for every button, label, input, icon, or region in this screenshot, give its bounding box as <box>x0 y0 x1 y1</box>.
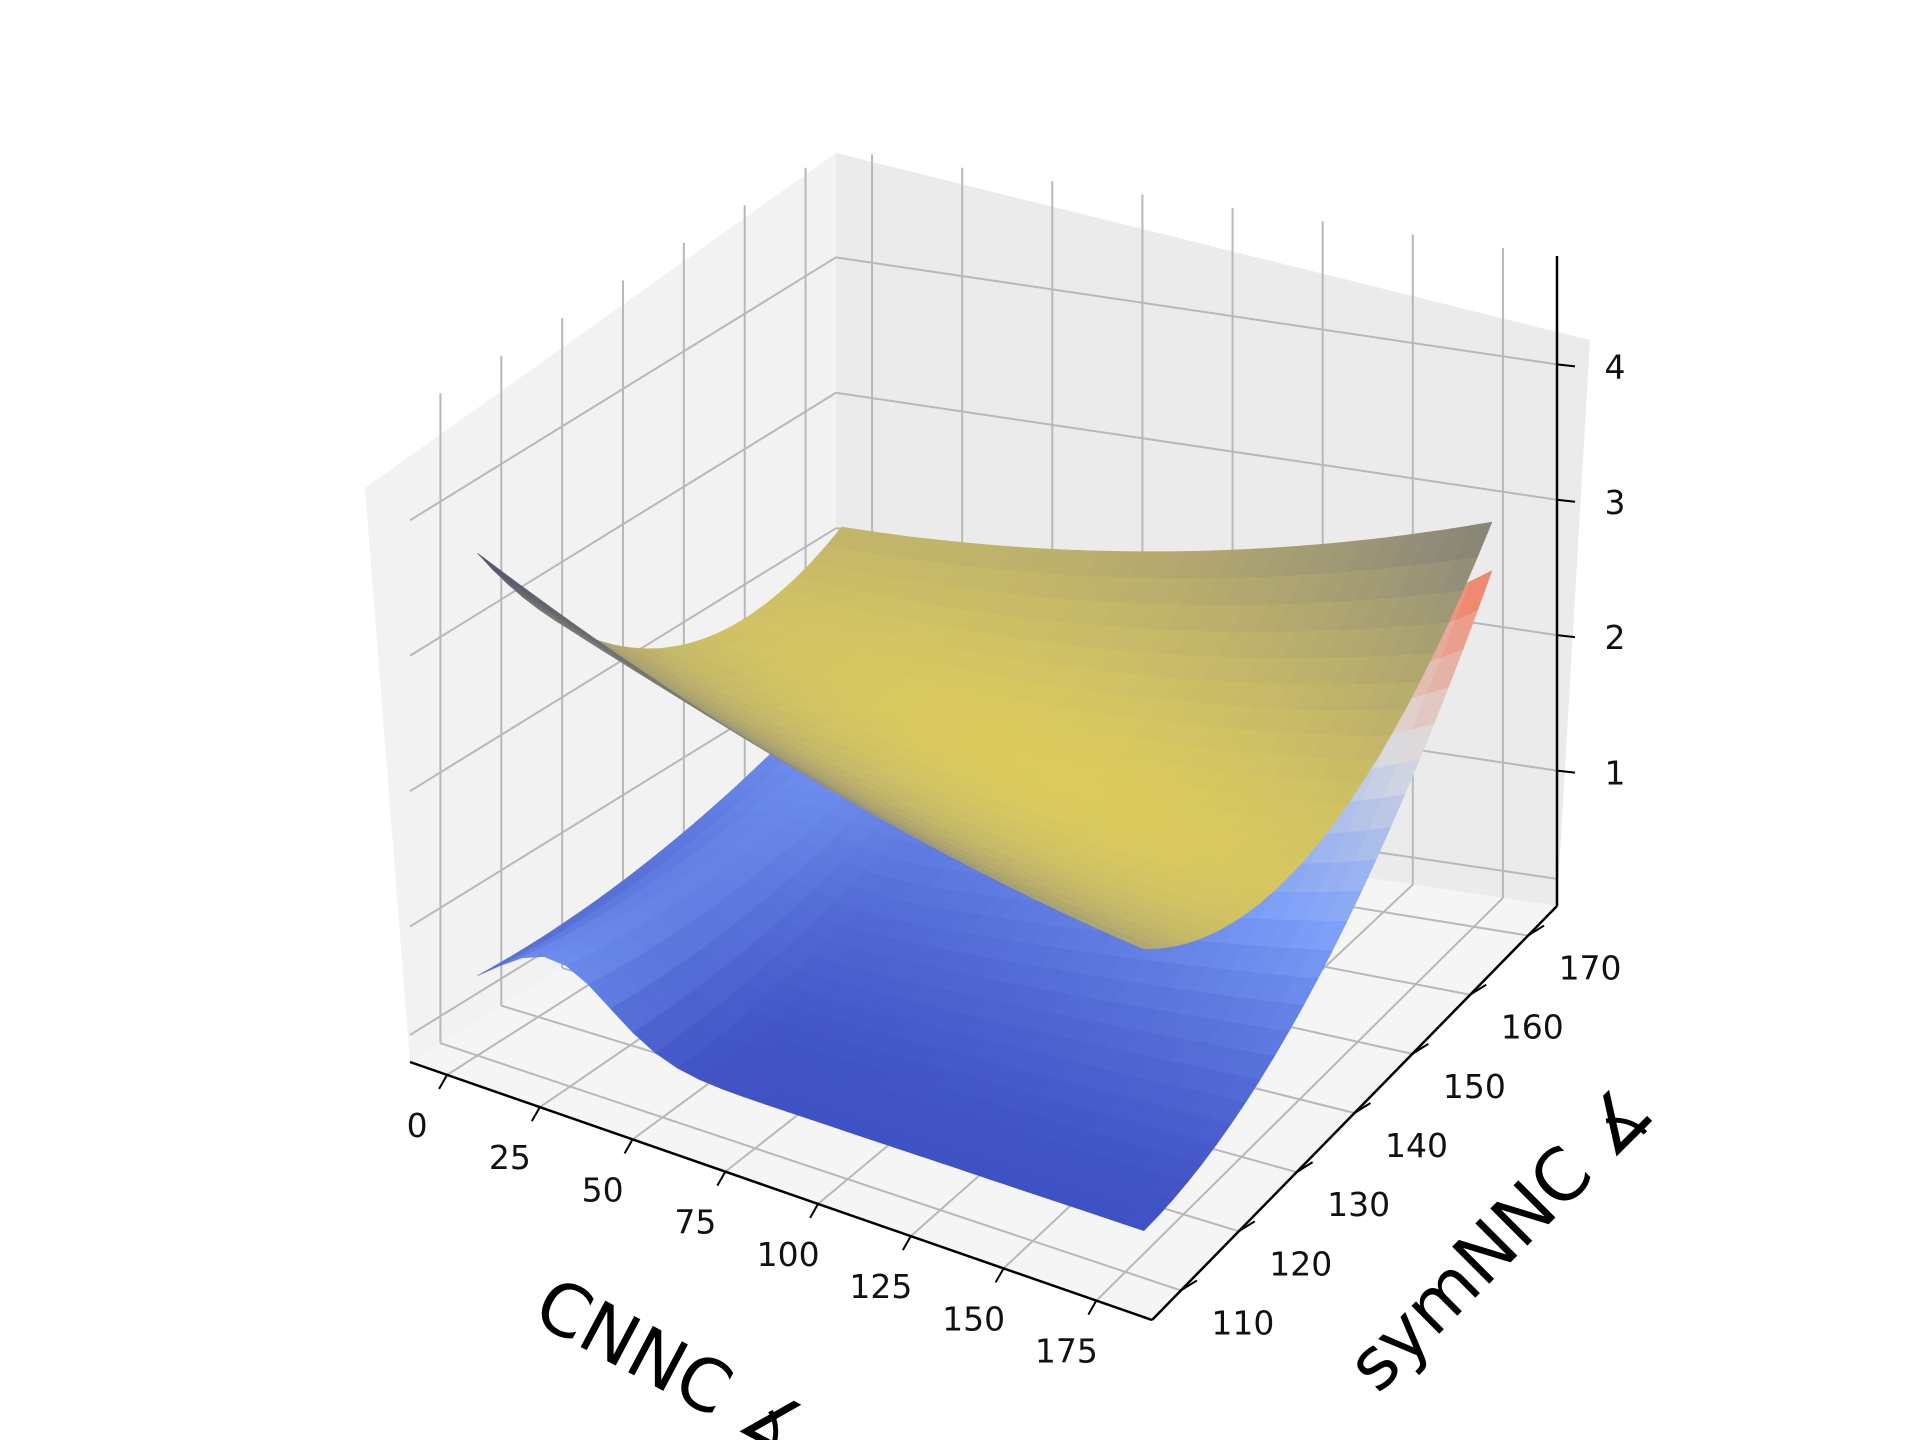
x-tick-label: 150 <box>942 1299 1005 1338</box>
x-tick-mark <box>994 1267 1005 1283</box>
x-tick-label: 50 <box>582 1170 624 1209</box>
x-tick-label: 175 <box>1035 1332 1098 1371</box>
surface-high-facet <box>1121 938 1159 950</box>
y-tick-mark <box>1469 983 1487 996</box>
x-tick-label: 75 <box>674 1203 716 1242</box>
y-tick-mark <box>1238 1220 1256 1233</box>
x-axis-label: CNNC ∡ <box>522 1261 823 1440</box>
x-tick-mark <box>530 1106 541 1122</box>
y-tick-mark <box>1296 1161 1314 1173</box>
z-tick-mark <box>1556 498 1576 503</box>
grid-line-z-left <box>409 256 837 522</box>
x-tick-label: 125 <box>849 1267 912 1306</box>
y-tick-mark <box>1180 1279 1198 1292</box>
x-tick-mark <box>623 1138 634 1154</box>
grid-line-z-back <box>835 391 1558 501</box>
grid-line-z-back <box>835 256 1558 366</box>
y-tick-label: 160 <box>1501 1008 1564 1047</box>
y-tick-label: 110 <box>1211 1303 1274 1342</box>
z-tick-mark <box>1556 363 1576 368</box>
y-tick-label: 120 <box>1269 1244 1332 1283</box>
y-tick-mark <box>1411 1043 1429 1055</box>
x-tick-mark <box>1087 1300 1098 1316</box>
y-tick-label: 170 <box>1559 949 1622 988</box>
y-tick-label: 140 <box>1385 1126 1448 1165</box>
x-tick-label: 25 <box>489 1138 531 1177</box>
x-tick-mark <box>901 1235 912 1251</box>
tick-labels: 0 25 50 75 100 125 150 175 110 120 130 140 150 160 170… <box>407 347 1626 1370</box>
x-tick-label: 0 <box>407 1106 428 1145</box>
z-tick-mark <box>1556 634 1576 639</box>
x-tick-mark <box>438 1074 448 1090</box>
z-tick-label: 1 <box>1605 754 1626 793</box>
grid-line-y-floor <box>440 1042 1182 1292</box>
y-tick-label: 130 <box>1327 1185 1390 1224</box>
cividis-surface <box>477 521 1493 950</box>
x-tick-mark <box>809 1203 819 1219</box>
y-tick-label: 150 <box>1443 1067 1506 1106</box>
surface-low-facet <box>1121 1208 1159 1232</box>
y-tick-mark <box>1527 924 1545 937</box>
z-tick-label: 2 <box>1605 618 1626 657</box>
y-tick-mark <box>1353 1102 1372 1114</box>
z-tick-label: 4 <box>1605 347 1626 386</box>
x-tick-label: 100 <box>757 1235 820 1274</box>
y-axis-label: symNNC ∡ <box>1331 1068 1670 1407</box>
z-tick-mark <box>1556 769 1576 774</box>
z-tick-label: 3 <box>1605 483 1626 522</box>
grid-line-z-left <box>409 391 837 657</box>
x-axis-line <box>409 1060 1153 1322</box>
x-tick-mark <box>716 1171 727 1187</box>
